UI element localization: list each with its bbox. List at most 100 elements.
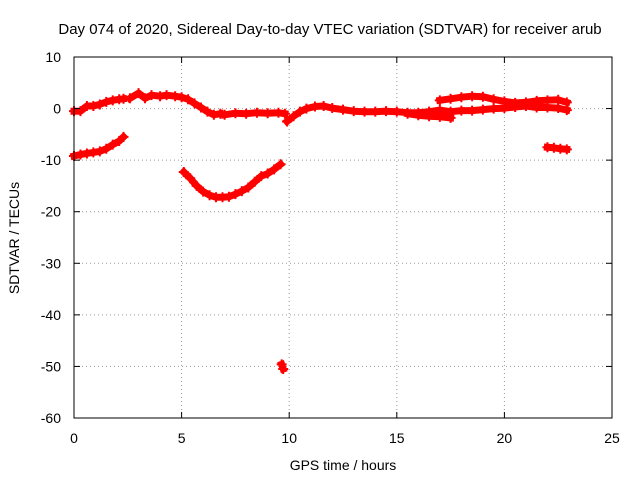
data-point: [467, 105, 478, 116]
data-point: [424, 111, 435, 122]
data-point: [348, 106, 359, 117]
data-point: [155, 91, 166, 102]
y-axis-label: SDTVAR / TECUs: [6, 182, 22, 294]
data-point: [236, 186, 247, 197]
data-point: [195, 102, 206, 113]
data-point: [327, 103, 338, 114]
data-point: [101, 143, 112, 154]
x-tick-label: 15: [389, 430, 405, 446]
data-point: [391, 106, 402, 117]
data-point: [81, 148, 92, 159]
data-point: [241, 108, 252, 119]
data-point: [445, 93, 456, 104]
series-dip-arc: [178, 159, 286, 201]
data-point: [488, 94, 499, 105]
data-point: [279, 108, 290, 119]
data-point: [381, 106, 392, 117]
data-point: [88, 147, 99, 158]
y-tick-label: -20: [41, 204, 61, 220]
data-point: [273, 107, 284, 118]
data-point: [219, 109, 230, 120]
data-point: [208, 109, 219, 120]
data-point: [75, 149, 86, 160]
data-point: [183, 94, 194, 105]
data-point: [256, 171, 267, 182]
data-point: [88, 100, 99, 111]
tick-labels: 0 5 10 15 20 25 10 0 -10 -20 -30 -40 -50 -60: [41, 49, 620, 446]
data-point: [94, 99, 105, 110]
data-point: [561, 97, 572, 108]
y-tick-label: -40: [41, 307, 61, 323]
data-point: [531, 95, 542, 106]
data-point: [230, 189, 241, 200]
data-point: [561, 144, 572, 155]
y-tick-label: -30: [41, 255, 61, 271]
data-point: [269, 164, 280, 175]
data-point: [456, 105, 467, 116]
data-point: [124, 93, 135, 104]
y-tick-label: -60: [41, 410, 61, 426]
data-point: [370, 106, 381, 117]
data-point: [499, 96, 510, 107]
data-point: [445, 112, 456, 123]
data-point: [204, 190, 215, 201]
x-tick-label: 5: [178, 430, 186, 446]
data-point: [230, 108, 241, 119]
data-point: [161, 90, 172, 101]
data-point: [456, 92, 467, 103]
x-tick-label: 10: [281, 430, 297, 446]
data-point: [338, 104, 348, 115]
x-tick-label: 25: [604, 430, 620, 446]
data-point: [310, 101, 321, 112]
data-point: [488, 103, 499, 114]
data-point: [301, 103, 312, 114]
data-point: [107, 95, 118, 106]
data-point: [294, 106, 305, 117]
data-point: [510, 97, 521, 108]
data-point: [359, 106, 370, 117]
y-tick-label: -50: [41, 358, 61, 374]
data-point: [191, 180, 202, 191]
data-point: [185, 173, 196, 184]
data-point: [107, 139, 118, 150]
data-point: [178, 167, 189, 178]
data-point: [434, 111, 445, 122]
data-point: [402, 108, 413, 119]
y-tick-label: 0: [53, 101, 61, 117]
data-point: [198, 186, 209, 197]
data-series: [69, 88, 572, 375]
data-point: [548, 142, 559, 153]
data-point: [243, 182, 254, 193]
data-point: [101, 96, 112, 107]
data-point: [520, 97, 531, 108]
data-point: [146, 90, 157, 101]
data-point: [118, 131, 129, 142]
data-point: [542, 95, 553, 106]
data-point: [176, 92, 187, 103]
data-point: [278, 364, 289, 375]
data-point: [262, 168, 273, 179]
data-point: [249, 176, 260, 187]
data-point: [202, 106, 213, 117]
x-tick-label: 20: [497, 430, 513, 446]
data-point: [477, 104, 488, 115]
data-point: [170, 91, 181, 102]
data-point: [223, 191, 234, 202]
x-axis-label: GPS time / hours: [290, 457, 397, 473]
chart-title: Day 074 of 2020, Sidereal Day-to-day VTE…: [58, 21, 601, 38]
data-point: [94, 146, 105, 157]
data-point: [262, 108, 273, 119]
data-point: [413, 110, 424, 121]
x-tick-label: 0: [70, 430, 78, 446]
data-point: [553, 94, 564, 105]
data-point: [276, 359, 287, 370]
y-tick-label: 10: [45, 49, 61, 65]
data-point: [251, 107, 262, 118]
data-point: [434, 95, 445, 106]
data-point: [275, 159, 286, 170]
data-point: [189, 98, 200, 109]
plot-frame: [73, 56, 613, 419]
data-point: [133, 88, 144, 99]
y-tick-label: -10: [41, 152, 61, 168]
